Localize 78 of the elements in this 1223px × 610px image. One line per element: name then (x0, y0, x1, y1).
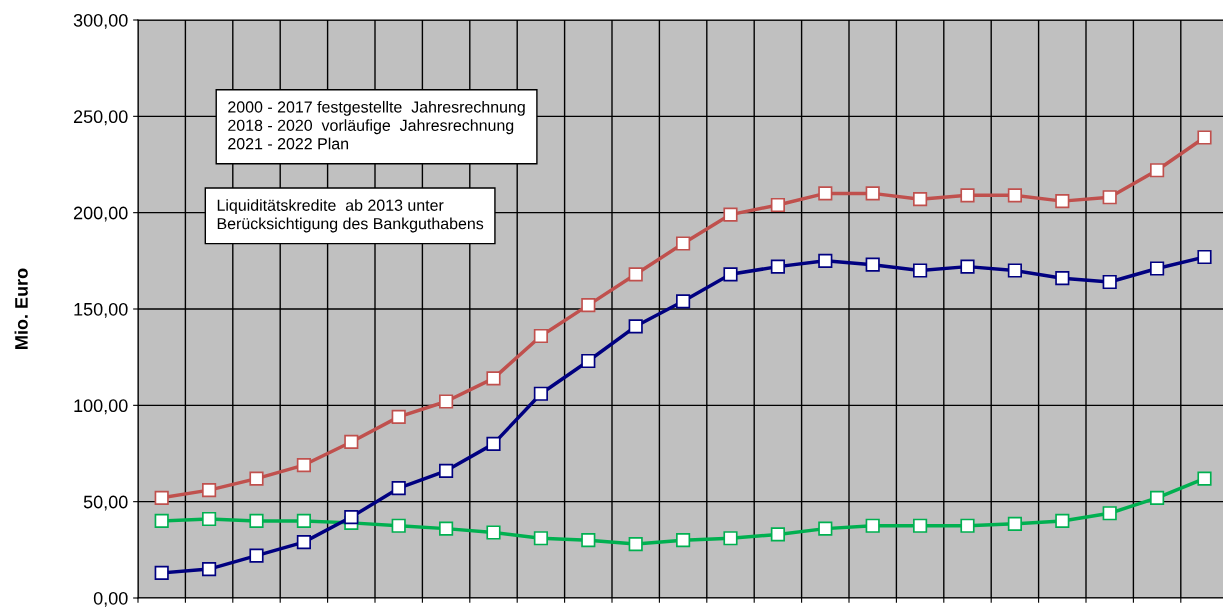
point (628, 319, 643, 334)
point (628, 536, 643, 552)
point (818, 521, 833, 536)
point (1150, 490, 1165, 505)
point (723, 531, 738, 546)
point (202, 483, 217, 498)
point (1197, 471, 1212, 486)
point (1007, 263, 1022, 278)
point (202, 562, 217, 577)
point (913, 518, 928, 533)
point (913, 263, 928, 278)
point (676, 294, 691, 309)
point (154, 490, 169, 505)
point (1055, 513, 1070, 529)
point (1150, 163, 1165, 178)
point (865, 518, 880, 533)
point (1102, 274, 1117, 290)
point (296, 513, 311, 529)
point (1102, 506, 1117, 521)
point (960, 518, 975, 533)
point (1007, 188, 1022, 203)
point (344, 434, 359, 450)
point (723, 207, 738, 222)
point (960, 259, 975, 274)
point (770, 527, 785, 542)
point (960, 188, 975, 203)
point (865, 257, 880, 272)
y-tick-label: 200,00 (73, 206, 128, 222)
point (581, 533, 596, 548)
point (486, 436, 501, 451)
point (1055, 271, 1070, 286)
y-tick-label: 50,00 (83, 495, 128, 511)
point (818, 186, 833, 201)
point (391, 518, 406, 533)
point (533, 386, 548, 401)
point (1150, 261, 1165, 276)
point (581, 353, 596, 369)
point (676, 533, 691, 548)
point (1055, 194, 1070, 209)
point (154, 565, 169, 581)
point (723, 267, 738, 282)
point (533, 531, 548, 546)
point (249, 548, 264, 563)
point (533, 328, 548, 344)
y-tick-label: 0,00 (93, 591, 128, 607)
point (249, 513, 264, 529)
point (249, 471, 264, 486)
point (581, 298, 596, 313)
point (296, 535, 311, 550)
y-tick-label: 300,00 (73, 13, 128, 29)
point (486, 525, 501, 540)
annotation: Liquiditätskredite ab 2013 unter Berücksichtigung des Bankguthabens (217, 199, 484, 233)
annotation: 2000 - 2017 festgestellte Jahresrechnung 2018 - 2020 vorläufige Jahresrechnung 2021 - 2022 Plan (228, 100, 525, 150)
point (770, 259, 785, 274)
point (1102, 190, 1117, 205)
point (1197, 249, 1212, 265)
point (439, 394, 454, 409)
point (439, 521, 454, 536)
point (818, 253, 833, 268)
point (439, 463, 454, 478)
point (913, 192, 928, 207)
point (296, 457, 311, 473)
point (344, 509, 359, 525)
y-tick-label: 100,00 (74, 399, 128, 415)
point (154, 513, 169, 529)
point (770, 197, 785, 213)
y-tick-label: 150,00 (74, 302, 128, 318)
point (628, 267, 643, 282)
y-tick-label: 250,00 (73, 110, 128, 126)
point (1197, 130, 1212, 145)
point (202, 511, 217, 527)
point (676, 236, 691, 251)
point (865, 186, 880, 201)
point (486, 371, 501, 386)
point (1007, 516, 1022, 531)
y-axis-title: Mio. Euro (14, 268, 28, 349)
point (391, 481, 406, 496)
point (391, 409, 406, 424)
